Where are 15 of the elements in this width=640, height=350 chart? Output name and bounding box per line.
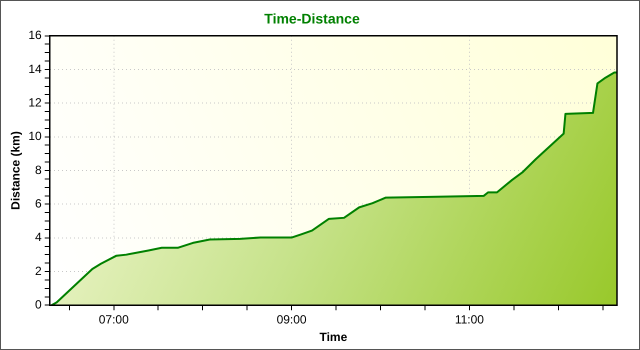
x-tick-label: 11:00: [454, 312, 484, 327]
y-tick-label: 14: [28, 62, 42, 76]
y-axis-title: Distance (km): [8, 131, 23, 210]
y-tick-label: 8: [35, 162, 42, 177]
y-tick-label: 16: [28, 28, 42, 42]
y-tick-label: 12: [28, 95, 42, 110]
y-tick-label: 2: [35, 264, 42, 278]
y-tick-label: 10: [28, 129, 42, 144]
chart-title: Time-Distance: [264, 10, 360, 26]
y-tick-label: 4: [35, 230, 42, 244]
y-tick-label: 6: [35, 196, 42, 210]
y-tick-label: 0: [35, 298, 42, 312]
x-tick-label: 07:00: [98, 312, 130, 327]
x-axis-title: Time: [319, 330, 348, 344]
x-tick-label: 09:00: [276, 312, 307, 327]
